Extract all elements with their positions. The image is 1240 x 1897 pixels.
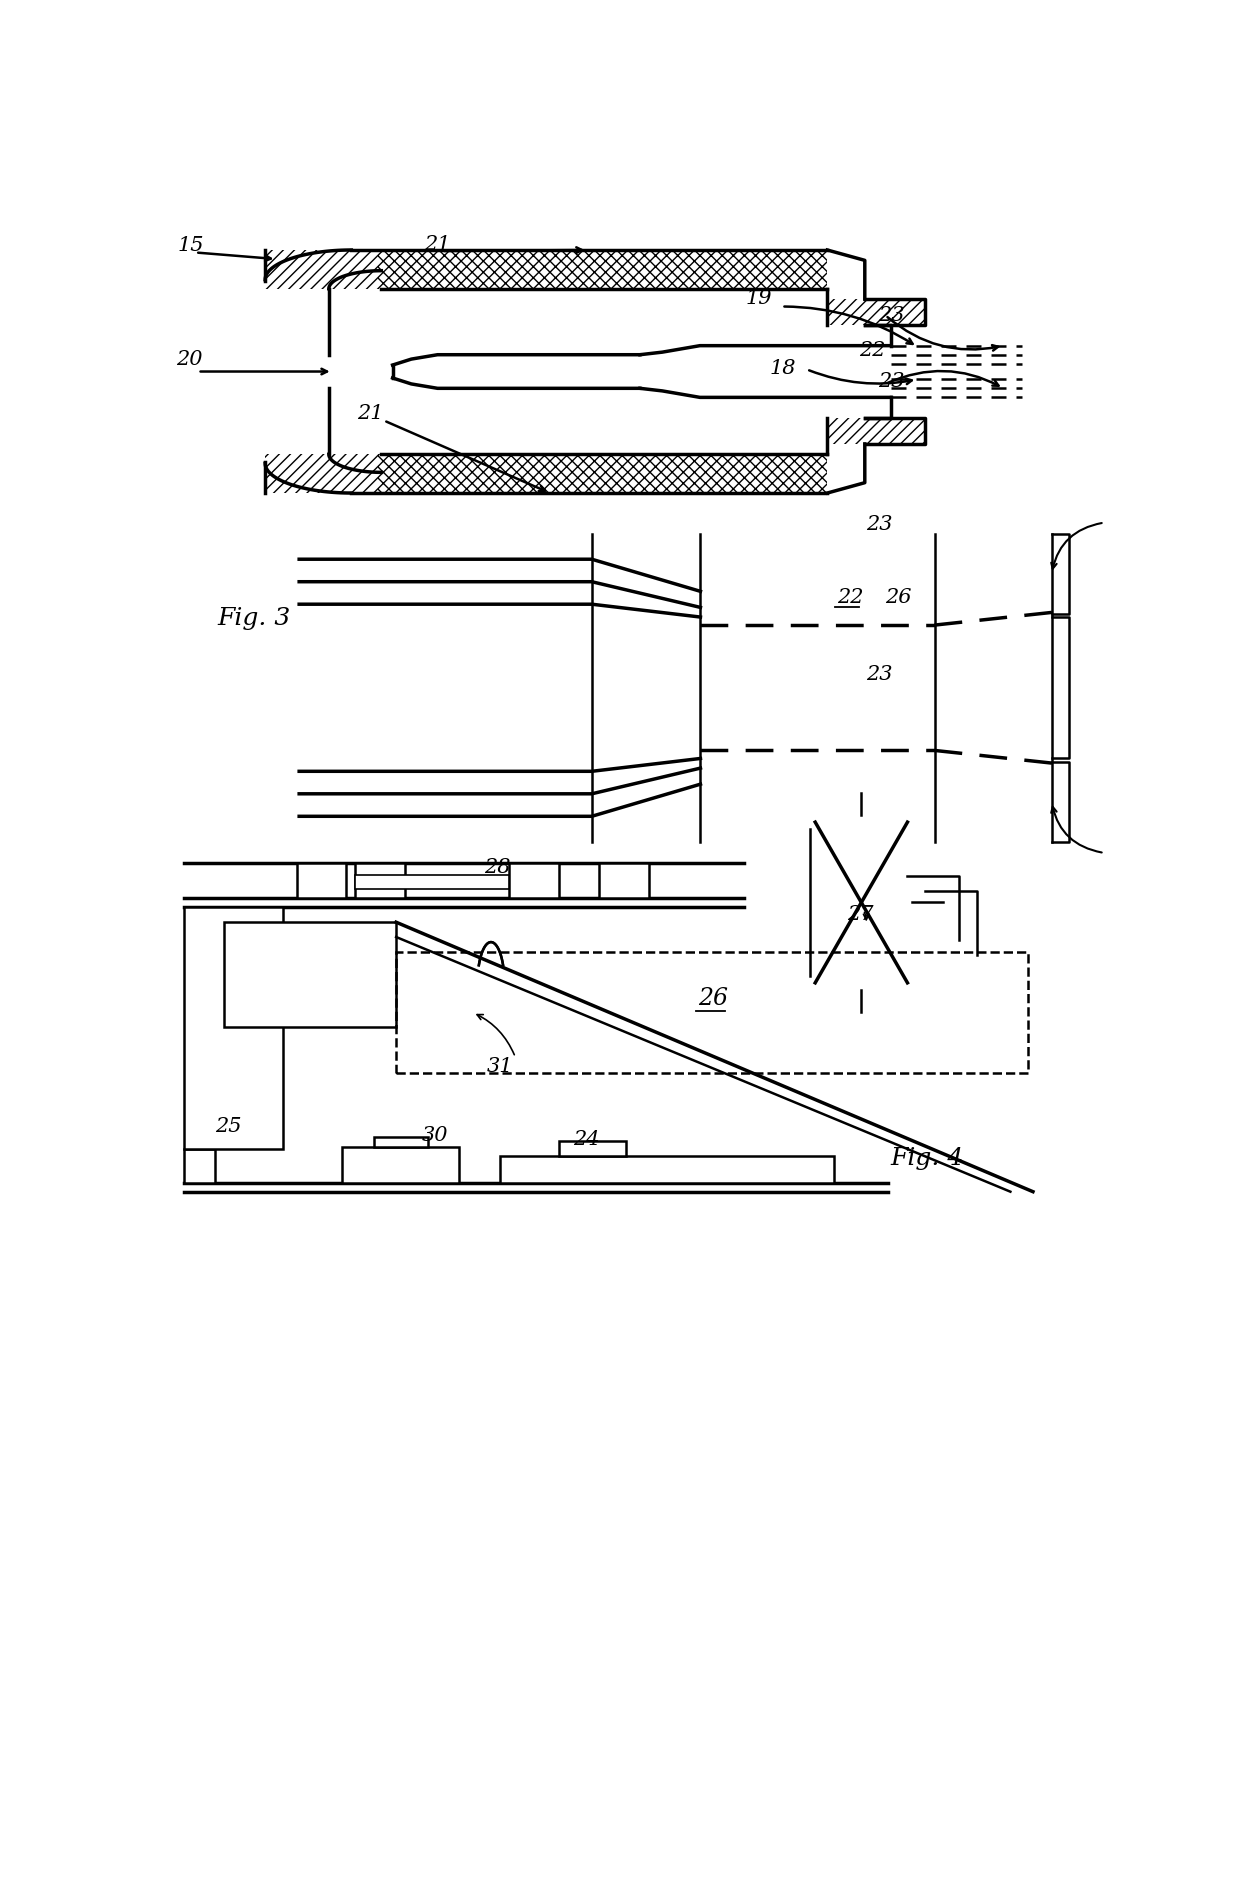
Text: Fig. 4: Fig. 4 [890, 1148, 963, 1170]
Bar [599, 863, 649, 897]
Bar [396, 952, 1028, 1074]
Bar [342, 1148, 459, 1184]
Bar [184, 1150, 216, 1184]
Bar [827, 417, 925, 444]
Text: 27: 27 [847, 905, 873, 924]
Text: 24: 24 [573, 1131, 599, 1150]
Text: 19: 19 [746, 288, 773, 307]
Bar [265, 250, 377, 288]
Bar [827, 300, 925, 324]
Bar [510, 863, 559, 897]
Bar [377, 453, 827, 493]
Text: 23: 23 [878, 372, 904, 391]
Bar [224, 922, 396, 1028]
Text: 21: 21 [357, 404, 383, 423]
Text: 22: 22 [837, 588, 864, 607]
Text: 26: 26 [885, 588, 911, 607]
Text: 26: 26 [698, 986, 728, 1009]
Bar [356, 863, 405, 897]
Text: Fig. 3: Fig. 3 [217, 607, 290, 630]
Text: 22: 22 [859, 341, 885, 360]
Bar [356, 875, 510, 890]
Text: 25: 25 [215, 1117, 241, 1136]
Text: 30: 30 [422, 1125, 449, 1144]
Text: 15: 15 [177, 235, 203, 254]
Text: 18: 18 [770, 359, 796, 378]
Text: 23: 23 [866, 514, 893, 533]
Text: 20: 20 [176, 349, 202, 368]
Bar [184, 907, 283, 1150]
Text: 23: 23 [866, 666, 893, 685]
Text: 23: 23 [878, 305, 904, 324]
Bar [559, 1140, 626, 1155]
Text: 28: 28 [484, 857, 510, 876]
Bar [265, 453, 377, 493]
Bar [296, 863, 346, 897]
Text: 21: 21 [424, 235, 450, 254]
Text: 31: 31 [486, 1057, 513, 1076]
Bar [373, 1138, 428, 1148]
Bar [377, 250, 827, 288]
Bar [500, 1155, 835, 1184]
